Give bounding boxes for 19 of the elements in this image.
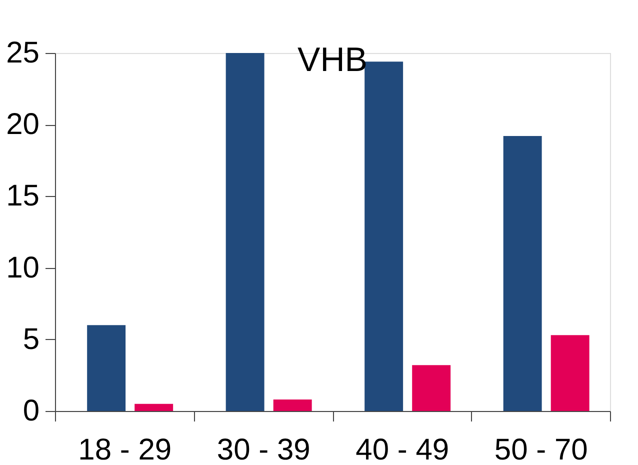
bar (550, 335, 590, 411)
bar (273, 400, 312, 411)
x-tick-label: 50 - 70 (494, 434, 588, 465)
chart-title: VHB (298, 41, 368, 79)
x-tick-label: 40 - 49 (356, 434, 450, 465)
bar (503, 136, 542, 411)
bar (364, 62, 404, 411)
x-tick-label: 30 - 39 (216, 434, 310, 465)
y-tick-label: 5 (22, 322, 40, 356)
x-tick-label: 18 - 29 (78, 434, 172, 465)
bar (226, 53, 264, 411)
y-tick-label: 15 (6, 180, 40, 213)
y-tick-label: 0 (22, 394, 40, 428)
bar (87, 325, 126, 411)
y-tick-label: 20 (6, 108, 40, 142)
bar (412, 365, 451, 411)
y-tick-label: 25 (6, 36, 40, 70)
y-tick-label: 10 (6, 251, 40, 284)
bar (134, 404, 174, 411)
